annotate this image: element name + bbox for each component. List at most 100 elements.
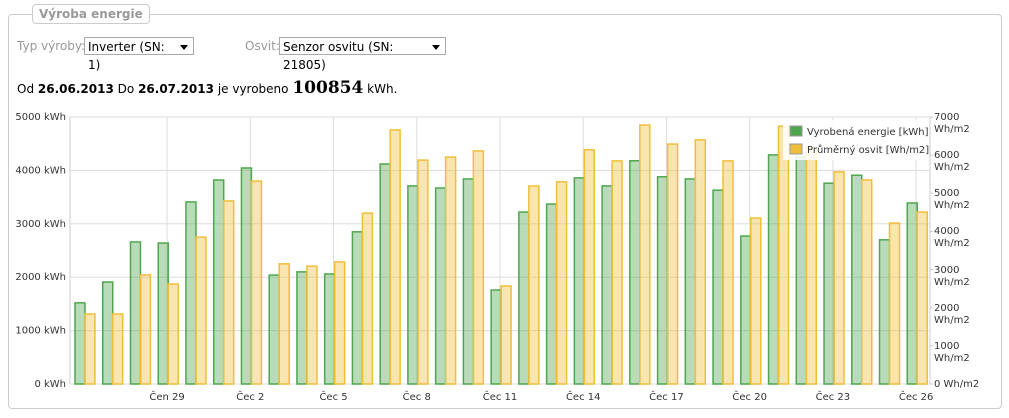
- bar: [434, 187, 447, 385]
- x-tick-label: Čec 2: [236, 390, 264, 403]
- bar: [111, 313, 124, 385]
- y-tick-label: 4000 kWh: [15, 165, 66, 176]
- bar: [351, 231, 364, 385]
- y2-tick-label: 7000 Wh/m2: [934, 112, 970, 135]
- bar: [712, 189, 724, 385]
- bar: [222, 200, 235, 385]
- bar: [750, 217, 762, 385]
- bar: [601, 185, 613, 385]
- bar: [212, 179, 225, 385]
- y2-tick-label: 2000 Wh/m2: [934, 302, 970, 326]
- bar: [306, 265, 318, 385]
- date: 26.06.2013: [37, 82, 114, 96]
- bar: [583, 149, 596, 385]
- bar: [268, 274, 280, 385]
- y-tick-label: 5000 kWh: [15, 112, 66, 123]
- bar: [545, 203, 558, 385]
- y2-tick-label: 1000 Wh/m2: [934, 340, 970, 364]
- summary: Od 26.06.2013 Do 26.07.2013 je vyrobeno …: [17, 78, 397, 98]
- legend-box: [783, 120, 927, 160]
- bar: [84, 313, 96, 385]
- bar: [916, 211, 928, 385]
- x-tick-label: Čec 14: [566, 390, 601, 403]
- panel: [8, 14, 1002, 409]
- bar: [250, 180, 263, 385]
- text: Od: [17, 82, 35, 96]
- bar: [500, 285, 512, 385]
- y2-tick-label: 4000 Wh/m2: [934, 226, 970, 250]
- bar: [101, 281, 114, 385]
- bar: [629, 160, 641, 385]
- y-tick-label: 0 kWh: [34, 379, 66, 390]
- light-select[interactable]: Senzor osvitu (SN: 21805): [279, 37, 446, 72]
- legend-label: Vyrobená energie [kWh]: [807, 126, 929, 138]
- bar: [444, 156, 457, 385]
- bar: [767, 154, 780, 385]
- y-tick-label: 3000 kWh: [15, 219, 66, 230]
- bar: [240, 167, 253, 385]
- bar: [555, 181, 568, 385]
- bar: [639, 124, 651, 385]
- bar: [389, 129, 401, 385]
- y2-tick-label: 0 Wh/m2: [934, 379, 980, 390]
- bar: [740, 235, 752, 385]
- bar: [139, 274, 152, 385]
- bar: [573, 177, 586, 385]
- y-tick-label: 1000 kWh: [15, 326, 66, 337]
- bar: [851, 174, 863, 385]
- bar: [694, 139, 707, 385]
- bar: [195, 236, 207, 385]
- x-tick-label: Čec 11: [483, 390, 518, 403]
- bar: [278, 263, 290, 385]
- bar: [462, 178, 475, 385]
- bar: [805, 146, 818, 385]
- bar: [296, 271, 308, 385]
- bar: [157, 242, 169, 385]
- x-tick-label: Čec 5: [319, 390, 347, 403]
- bar: [167, 283, 179, 385]
- bar: [490, 289, 502, 385]
- bar: [684, 178, 697, 385]
- bar: [74, 302, 86, 385]
- x-tick-label: Čec 17: [649, 390, 684, 403]
- y2-tick-label: 5000 Wh/m2: [934, 188, 970, 212]
- type-select[interactable]: Inverter (SN: 1): [84, 37, 194, 72]
- bar: [361, 212, 374, 385]
- bar: [129, 241, 142, 385]
- bar: [666, 143, 679, 385]
- bar: [833, 171, 845, 385]
- bar: [417, 159, 429, 385]
- bar: [407, 185, 419, 385]
- bar: [611, 160, 623, 385]
- bar: [656, 176, 669, 385]
- date: 26.07.2013: [138, 82, 214, 96]
- total: 100854: [292, 78, 364, 98]
- text: je vyrobeno: [217, 82, 289, 96]
- filter-label: Typ výroby:: [17, 39, 86, 53]
- y2-tick-label: 6000 Wh/m2: [934, 150, 970, 174]
- bar: [888, 222, 901, 385]
- bar: [878, 239, 891, 385]
- x-tick-label: Čec 20: [732, 390, 767, 403]
- y-tick-label: 2000 kWh: [15, 272, 66, 283]
- x-tick-label: Čen 29: [149, 390, 184, 403]
- panel-title: Výroba energie: [32, 4, 150, 24]
- bar: [323, 273, 336, 385]
- legend-label: Průměrný osvit [Wh/m2]: [807, 144, 929, 156]
- filter-label: Osvit:: [245, 39, 280, 53]
- legend-swatch: [789, 143, 803, 155]
- legend-swatch: [789, 125, 803, 137]
- x-tick-label: Čec 23: [816, 390, 851, 403]
- y2-tick-label: 3000 Wh/m2: [934, 264, 970, 288]
- bar: [906, 202, 918, 385]
- bar: [722, 160, 734, 385]
- bar: [518, 211, 530, 385]
- text: Do: [117, 82, 135, 96]
- unit: kWh.: [367, 82, 398, 96]
- bar: [185, 201, 197, 385]
- bar: [823, 182, 835, 385]
- x-tick-label: Čec 8: [403, 390, 431, 403]
- bar: [379, 163, 391, 385]
